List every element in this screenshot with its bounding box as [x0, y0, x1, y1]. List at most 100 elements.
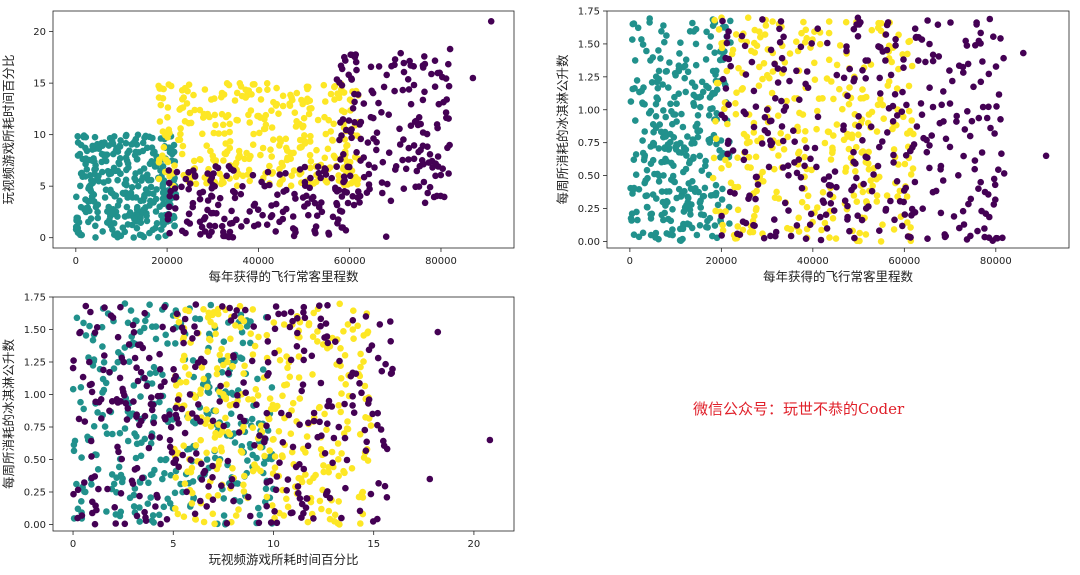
data-point: [208, 174, 216, 181]
data-point: [704, 217, 711, 225]
data-point: [223, 148, 231, 155]
data-point: [181, 364, 189, 371]
data-point: [157, 392, 164, 400]
data-point: [887, 71, 895, 79]
data-point: [256, 511, 264, 519]
data-point: [225, 163, 233, 170]
data-point: [157, 101, 165, 109]
data-point: [900, 56, 907, 63]
data-point: [647, 107, 655, 115]
data-point: [336, 207, 344, 215]
data-point: [110, 480, 118, 488]
data-point: [254, 504, 262, 512]
data-point: [266, 447, 274, 454]
data-point: [306, 478, 314, 486]
data-point: [978, 149, 986, 156]
data-point: [718, 196, 726, 203]
data-point: [729, 46, 737, 54]
data-point: [865, 148, 872, 156]
data-point: [664, 215, 672, 223]
data-point: [725, 161, 732, 169]
x-tick-label: 80000: [425, 256, 457, 267]
data-point: [307, 132, 314, 140]
data-point: [272, 200, 280, 208]
data-point: [307, 164, 314, 172]
data-point: [641, 101, 648, 108]
data-point: [929, 57, 937, 65]
data-point: [229, 187, 237, 195]
data-point: [387, 197, 395, 205]
data-point: [302, 471, 309, 478]
data-point: [236, 498, 244, 505]
data-point: [906, 37, 914, 45]
data-point: [415, 114, 423, 121]
data-point: [723, 67, 731, 75]
data-point: [303, 495, 310, 502]
data-point: [942, 135, 950, 143]
data-point: [262, 485, 270, 493]
data-point: [759, 168, 766, 176]
data-point: [811, 76, 819, 83]
data-point: [178, 183, 185, 191]
data-point: [731, 183, 738, 191]
data-point: [811, 59, 818, 67]
data-point: [702, 162, 709, 170]
data-point: [192, 315, 199, 322]
data-point: [360, 100, 368, 107]
data-point: [905, 82, 913, 90]
data-point: [734, 223, 741, 230]
data-point: [123, 166, 130, 174]
data-point: [853, 198, 861, 205]
data-point: [865, 166, 873, 173]
data-point: [647, 57, 654, 64]
data-point: [296, 421, 303, 429]
data-point: [814, 113, 822, 121]
data-point: [357, 363, 364, 371]
data-point: [322, 98, 329, 105]
data-point: [900, 113, 907, 121]
data-point: [672, 146, 680, 153]
data-point: [181, 480, 189, 488]
data-point: [358, 389, 365, 397]
data-point: [817, 236, 825, 244]
data-point: [819, 189, 827, 196]
data-point: [220, 157, 227, 164]
data-point: [990, 33, 997, 40]
data-point: [191, 510, 199, 518]
data-point: [78, 231, 85, 239]
data-point: [831, 168, 839, 175]
data-point: [172, 194, 180, 201]
data-point: [335, 423, 343, 431]
data-point: [166, 411, 173, 418]
data-point: [139, 139, 147, 147]
data-point: [391, 56, 399, 63]
data-point: [413, 167, 421, 175]
data-point: [226, 304, 233, 312]
data-point: [754, 181, 762, 188]
data-point: [698, 78, 706, 86]
data-point: [254, 206, 262, 213]
data-point: [630, 231, 638, 238]
data-point: [324, 344, 331, 352]
data-point: [101, 352, 108, 359]
data-point: [305, 211, 312, 219]
data-point: [200, 375, 207, 383]
data-point: [226, 228, 234, 236]
data-point: [968, 117, 976, 125]
data-point: [699, 193, 707, 200]
data-point: [803, 144, 810, 152]
data-point: [167, 82, 175, 90]
data-point: [646, 19, 653, 26]
data-point: [431, 83, 439, 90]
data-point: [890, 226, 898, 233]
data-point: [330, 152, 338, 160]
data-point: [836, 85, 843, 93]
data-point: [779, 137, 787, 145]
data-point: [859, 67, 866, 74]
data-point: [153, 186, 160, 193]
data-point: [157, 383, 165, 390]
data-point: [148, 517, 156, 524]
data-point: [324, 339, 332, 347]
y-axis-label: 每周所消耗的冰淇淋公升数: [555, 54, 570, 205]
data-point: [658, 188, 666, 195]
